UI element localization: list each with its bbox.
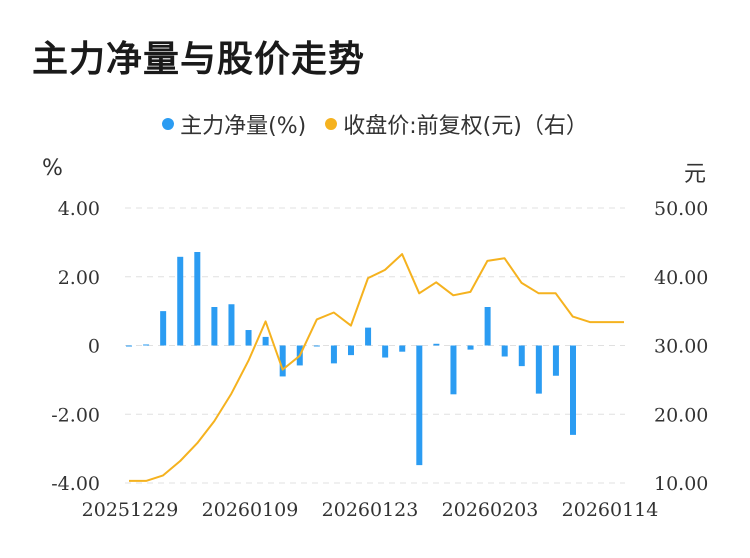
net-volume-bar [467, 345, 474, 350]
net-volume-bar [484, 307, 491, 346]
net-volume-bar [365, 327, 372, 346]
net-volume-bar [382, 345, 389, 358]
legend: 主力净量(%) 收盘价:前复权(元)（右） [0, 108, 750, 140]
net-volume-bar [433, 343, 440, 346]
x-tick-label: 20260123 [322, 499, 419, 521]
net-volume-bar [143, 344, 150, 346]
net-volume-bar [399, 345, 406, 352]
net-volume-bar [313, 345, 320, 347]
net-volume-bar [160, 311, 167, 346]
right-axis-unit: 元 [684, 162, 707, 187]
net-volume-bar [245, 330, 252, 346]
net-volume-bar [348, 345, 354, 356]
net-volume-bar [450, 345, 457, 395]
legend-item-net-volume[interactable]: 主力净量(%) [162, 108, 306, 140]
net-volume-bar [570, 345, 576, 435]
left-tick-label: -2.00 [51, 404, 100, 426]
chart-title: 主力净量与股价走势 [32, 39, 366, 80]
net-volume-bar [279, 345, 286, 377]
left-axis-unit: % [42, 156, 63, 181]
right-tick-label: 40.00 [654, 267, 708, 289]
left-tick-label: 2.00 [58, 267, 100, 289]
net-volume-bar [535, 345, 542, 394]
legend-dot-bar [162, 118, 175, 130]
net-volume-bar [177, 256, 184, 346]
x-tick-label: 20260114 [562, 499, 659, 521]
legend-label-net-volume: 主力净量(%) [180, 114, 307, 139]
left-tick-label: 0 [88, 336, 100, 358]
legend-dot-line [325, 118, 338, 130]
net-volume-bar [330, 345, 337, 364]
x-tick-label: 20260203 [442, 499, 539, 521]
right-tick-label: 50.00 [654, 198, 708, 220]
net-volume-bar [126, 345, 132, 347]
close-price-line [129, 253, 624, 482]
right-tick-label: 20.00 [654, 404, 708, 426]
net-volume-bar [194, 252, 201, 346]
legend-item-close-price[interactable]: 收盘价:前复权(元)（右） [325, 108, 588, 140]
net-volume-bar [416, 345, 423, 466]
right-tick-label: 30.00 [654, 336, 708, 358]
left-tick-label: -4.00 [51, 473, 100, 495]
net-volume-bar [552, 345, 559, 376]
x-tick-label: 20251229 [82, 499, 179, 521]
right-tick-label: 10.00 [654, 473, 708, 495]
net-volume-bar [211, 307, 218, 346]
legend-label-close-price: 收盘价:前复权(元)（右） [343, 114, 588, 139]
left-tick-label: 4.00 [58, 198, 100, 220]
net-volume-bar [501, 345, 508, 357]
x-tick-label: 20260109 [202, 499, 299, 521]
net-volume-bar [228, 304, 235, 346]
net-volume-bar [262, 336, 269, 346]
net-volume-bar [518, 345, 525, 367]
